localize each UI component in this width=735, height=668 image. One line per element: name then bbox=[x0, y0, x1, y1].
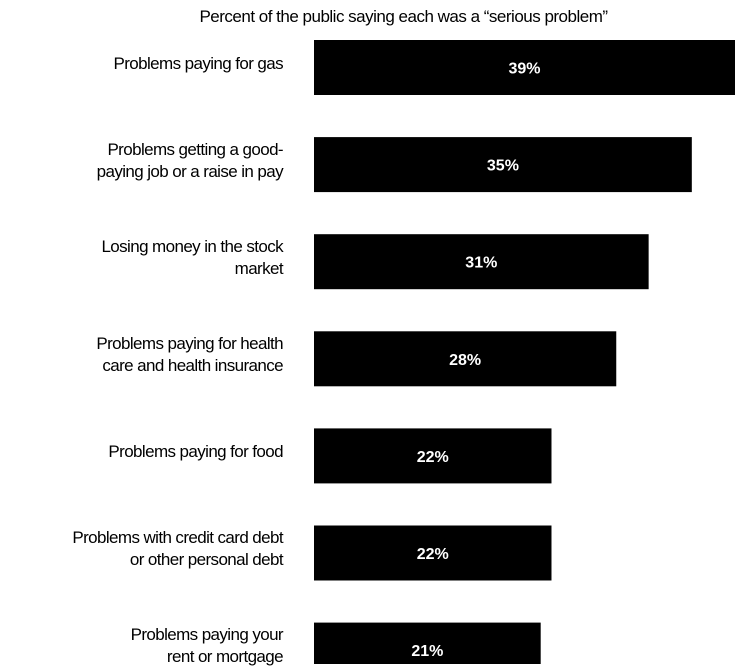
bar-6 bbox=[314, 622, 541, 664]
category-label-3: Problems paying for health care and heal… bbox=[96, 333, 283, 375]
bar-value-label-4: 22% bbox=[417, 449, 449, 466]
bar-1 bbox=[314, 137, 692, 193]
bar-3 bbox=[314, 331, 617, 387]
category-label-0: Problems paying for gas bbox=[113, 53, 283, 73]
bar-value-label-0: 39% bbox=[508, 61, 540, 78]
category-label-5: Problems with credit card debt or other … bbox=[72, 528, 283, 569]
category-label-1: Problems getting a good- paying job or a… bbox=[96, 139, 284, 181]
category-label-2: Losing money in the stock market bbox=[101, 236, 283, 278]
bar-value-label-3: 28% bbox=[449, 352, 481, 369]
bar-4 bbox=[314, 428, 552, 484]
bar-5 bbox=[314, 525, 552, 581]
category-label-6: Problems paying your rent or mortgage bbox=[130, 625, 284, 667]
chart-subtitle: Percent of the public saying each was a … bbox=[199, 7, 608, 26]
bar-value-label-5: 22% bbox=[417, 546, 449, 563]
category-label-4: Problems paying for food bbox=[108, 441, 283, 461]
bar-2 bbox=[314, 234, 649, 290]
bar-value-label-2: 31% bbox=[465, 255, 497, 272]
bar-value-label-1: 35% bbox=[487, 158, 519, 175]
bar-value-label-6: 21% bbox=[411, 643, 443, 660]
bar-0 bbox=[314, 40, 735, 95]
